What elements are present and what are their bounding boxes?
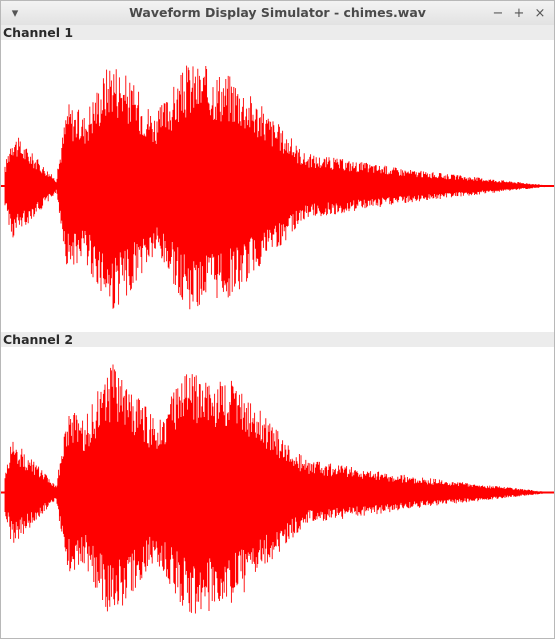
window-title: Waveform Display Simulator - chimes.wav	[129, 5, 426, 20]
channel-1-waveform	[1, 40, 554, 332]
chevron-down-icon[interactable]: ▾	[11, 5, 19, 21]
channel-2-waveform	[1, 347, 554, 638]
minimize-icon[interactable]: −	[492, 5, 504, 21]
channel-1-waveform-svg	[1, 65, 554, 310]
title-bar[interactable]: ▾ Waveform Display Simulator - chimes.wa…	[1, 1, 554, 26]
channel-2-waveform-svg	[1, 364, 554, 614]
close-icon[interactable]: ×	[534, 5, 546, 21]
waveform-trace	[4, 364, 554, 614]
channel-2-label: Channel 2	[1, 332, 554, 347]
maximize-icon[interactable]: +	[513, 5, 525, 21]
channel-1-label: Channel 1	[1, 25, 554, 40]
waveform-trace	[4, 65, 554, 310]
